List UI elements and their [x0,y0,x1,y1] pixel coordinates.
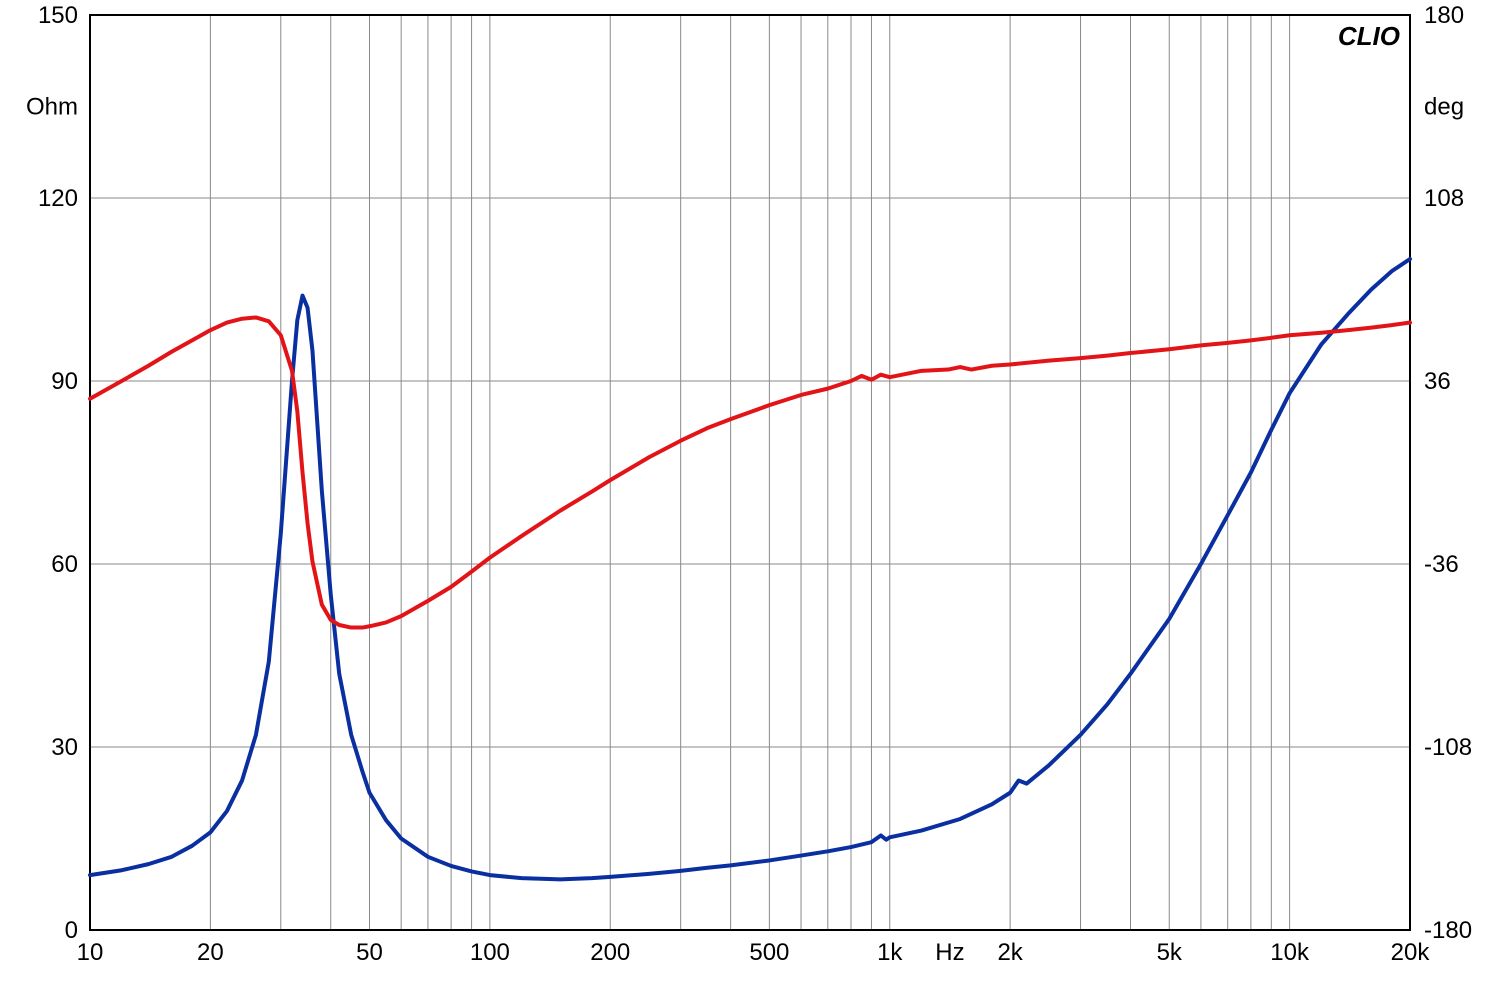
x-tick-label: 10 [77,939,104,966]
y-right-tick-label: 36 [1424,368,1451,395]
y-right-tick-label: 108 [1424,185,1464,212]
y-left-tick-label: 120 [38,185,78,212]
y-left-tick-label: 150 [38,2,78,29]
x-tick-label: 2k [997,939,1023,966]
x-unit-label: Hz [935,939,964,966]
y-left-tick-label: 30 [51,734,78,761]
brand-label: CLIO [1338,21,1400,51]
x-tick-label: 1k [877,939,903,966]
chart-container: 1020501002005001kHz2k5k10k20k03060901201… [0,0,1500,987]
y-right-tick-label: -108 [1424,734,1472,761]
x-tick-label: 50 [356,939,383,966]
x-tick-label: 100 [470,939,510,966]
y-right-tick-label: -36 [1424,551,1459,578]
impedance-phase-chart: 1020501002005001kHz2k5k10k20k03060901201… [0,0,1500,987]
y-right-tick-label: 180 [1424,2,1464,29]
x-tick-label: 5k [1157,939,1183,966]
x-tick-label: 10k [1270,939,1310,966]
x-tick-label: 20 [197,939,224,966]
y-right-tick-label: -180 [1424,917,1472,944]
x-tick-label: 500 [749,939,789,966]
y-left-unit-label: Ohm [26,94,78,121]
x-tick-label: 200 [590,939,630,966]
y-right-unit-label: deg [1424,94,1464,121]
y-left-tick-label: 0 [65,917,78,944]
y-left-tick-label: 90 [51,368,78,395]
y-left-tick-label: 60 [51,551,78,578]
